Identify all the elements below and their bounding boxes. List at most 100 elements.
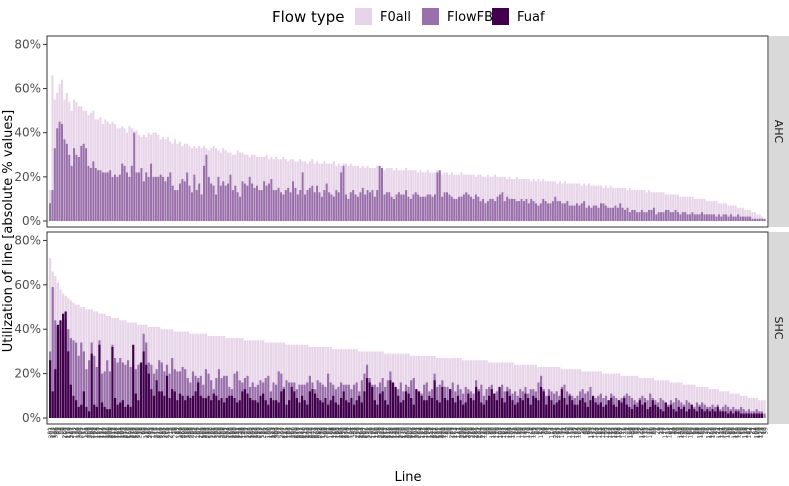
bar-f0all (664, 194, 667, 221)
bar-f0all (334, 349, 337, 418)
x-tick-label: 44 (759, 427, 766, 435)
x-tick-label: 120 (75, 427, 82, 439)
x-tick-label: 16 (676, 427, 683, 435)
bar-flowfb (198, 183, 201, 221)
bar-flowfb (530, 198, 533, 221)
bar-fuaf (490, 389, 493, 418)
bar-flowfb (559, 201, 562, 221)
bar-f0all (705, 201, 708, 221)
bar-fuaf (139, 362, 143, 418)
x-tick-label: 199 (474, 427, 481, 439)
bar-flowfb (369, 192, 372, 221)
bar-flowfb (662, 400, 665, 418)
x-tick-label: 167 (419, 427, 426, 439)
x-tick-label: 113 (65, 427, 72, 439)
x-tick-label: 230 (290, 427, 297, 439)
bar-fuaf (568, 395, 571, 418)
bar-flowfb (100, 373, 104, 418)
bar-flowfb (85, 369, 88, 418)
bar-fuaf (402, 400, 405, 418)
x-tick-label: 173 (707, 427, 714, 439)
bar-flowfb (275, 190, 278, 221)
x-tick-label: 79 (738, 427, 745, 435)
x-tick-label: 51 (81, 427, 88, 435)
bar-f0all (212, 335, 215, 418)
bar-f0all (486, 174, 489, 221)
bar-fuaf (56, 324, 59, 418)
bar-fuaf (290, 386, 293, 418)
bar-fuaf (415, 389, 418, 418)
bar-flowfb (267, 375, 270, 418)
x-tick-label: 170 (616, 427, 623, 439)
bar-f0all (347, 165, 350, 221)
bar-f0all (534, 364, 537, 418)
x-tick-label: 174 (716, 427, 723, 439)
bar-flowfb (626, 207, 629, 221)
bar-f0all (595, 185, 598, 221)
x-tick-label: 158 (504, 427, 511, 439)
bar-fuaf (254, 400, 257, 418)
y-tick-label: 0% (22, 411, 41, 425)
x-tick-label: 179 (567, 427, 574, 439)
x-tick-label: 204 (77, 427, 84, 439)
bar-f0all (469, 360, 473, 418)
bar-f0all (706, 386, 709, 418)
bar-fuaf (498, 386, 501, 418)
bar-fuaf (446, 400, 449, 418)
bar-flowfb (621, 207, 624, 221)
bar-fuaf (389, 380, 392, 418)
bar-fuaf (280, 391, 283, 418)
x-tick-label: 18 (694, 427, 701, 435)
x-tick-label: 251 (292, 427, 299, 439)
bar-fuaf (186, 395, 189, 418)
panels: 0% 20% 40% 60% 80% AHC 0% 20% 40% 60% 80% SHC (14, 35, 789, 425)
bar-flowfb (298, 384, 301, 418)
bar-flowfb (417, 194, 420, 221)
bar-flowfb (693, 214, 696, 221)
bar-f0all (703, 198, 706, 221)
bar-fuaf (516, 402, 519, 418)
x-tick-label: 79 (541, 427, 548, 435)
bar-flowfb (296, 194, 299, 221)
x-tick-label: 172 (365, 427, 372, 439)
bar-f0all (491, 176, 494, 221)
x-tick-label: 230 (189, 427, 196, 439)
bar-flowfb (395, 194, 398, 221)
bar-fuaf (719, 411, 722, 418)
x-tick-label: 22 (689, 427, 696, 435)
x-tick-label: 163 (710, 427, 717, 439)
legend-swatch-fuaf (492, 8, 509, 25)
bar-f0all (176, 143, 179, 221)
x-tick-label: 218 (186, 427, 193, 439)
bar-flowfb (106, 360, 109, 418)
bar-f0all (734, 393, 738, 418)
bar-f0all (664, 380, 667, 418)
bar-fuaf (430, 398, 434, 418)
bar-f0all (720, 203, 723, 221)
x-tick-label: 114 (549, 427, 556, 439)
bar-flowfb (633, 209, 636, 221)
bar-flowfb (306, 382, 309, 418)
bar-fuaf (98, 344, 101, 418)
bar-fuaf (573, 404, 576, 418)
x-tick-label: 7 (577, 427, 584, 431)
y-tick-label: 60% (14, 278, 41, 292)
bar-flowfb (556, 201, 559, 221)
x-tick-label: 81 (47, 427, 54, 435)
bar-fuaf (708, 411, 712, 418)
bar-flowfb (691, 212, 694, 221)
bar-f0all (686, 196, 689, 221)
x-tick-label: 96 (692, 427, 699, 435)
x-tick-label: 79 (495, 427, 502, 435)
x-tick-label: 2 (547, 427, 554, 431)
x-tick-label: 187 (102, 427, 109, 439)
bar-fuaf (376, 404, 379, 418)
y-tick-label: 20% (14, 170, 41, 184)
bar-f0all (104, 119, 107, 221)
bar-flowfb (154, 176, 157, 221)
bar-f0all (239, 152, 242, 221)
x-tick-label: 83 (535, 427, 542, 435)
bar-fuaf (433, 380, 436, 418)
x-tick-label: 150 (682, 427, 689, 439)
x-tick-label: 27 (499, 427, 506, 435)
